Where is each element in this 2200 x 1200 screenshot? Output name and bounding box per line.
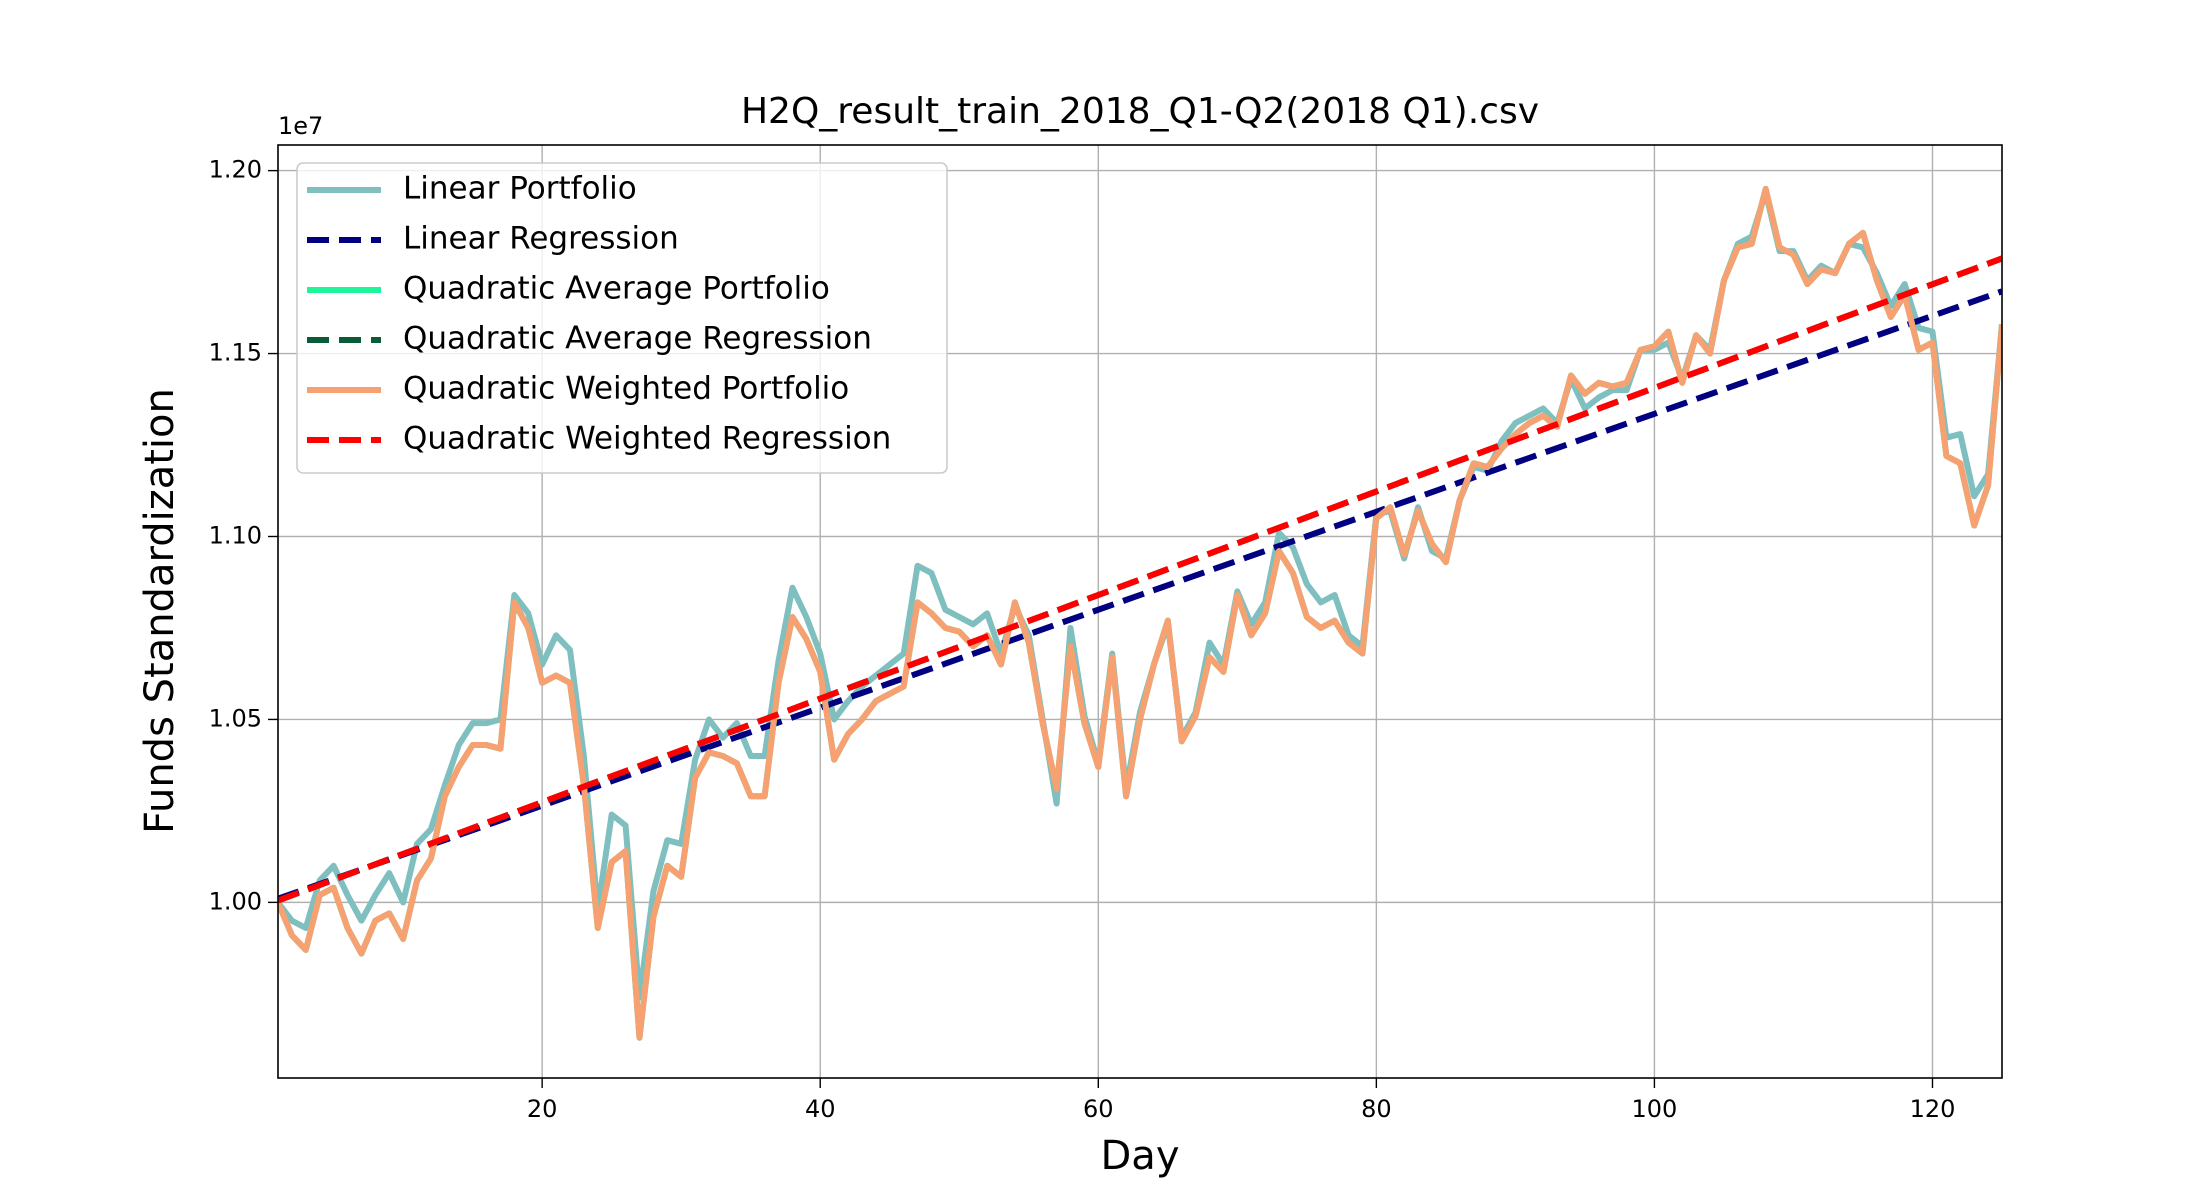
x-tick-label: 60 xyxy=(1083,1095,1114,1123)
legend-label: Linear Regression xyxy=(403,221,679,257)
x-tick-label: 40 xyxy=(805,1095,836,1123)
legend-box xyxy=(296,162,948,474)
x-tick-label: 100 xyxy=(1632,1095,1678,1123)
x-axis-label: Day xyxy=(1101,1133,1180,1179)
legend-label: Quadratic Weighted Portfolio xyxy=(403,371,849,407)
y-tick-label: 1.00 xyxy=(209,887,262,915)
x-tick-label: 20 xyxy=(527,1095,558,1123)
legend-label: Quadratic Average Regression xyxy=(403,321,872,357)
y-axis-label: Funds Standardization xyxy=(137,388,183,834)
y-tick-label: 1.10 xyxy=(209,521,262,549)
series-line xyxy=(278,288,2002,902)
series-line xyxy=(278,185,2002,1041)
y-tick-label: 1.15 xyxy=(209,339,262,367)
legend-label: Linear Portfolio xyxy=(403,171,637,207)
x-tick-label: 120 xyxy=(1910,1095,1956,1123)
x-tick-label: 80 xyxy=(1361,1095,1392,1123)
legend-label: Quadratic Weighted Regression xyxy=(403,421,891,457)
chart-title: H2Q_result_train_2018_Q1-Q2(2018 Q1).csv xyxy=(741,91,1539,132)
plot-frame xyxy=(277,144,2003,1079)
y-tick-label: 1.05 xyxy=(209,704,262,732)
y-tick-label: 1.20 xyxy=(209,156,262,184)
y-offset-label: 1e7 xyxy=(278,112,323,140)
legend-label: Quadratic Average Portfolio xyxy=(403,271,830,307)
series-line xyxy=(278,255,2002,904)
